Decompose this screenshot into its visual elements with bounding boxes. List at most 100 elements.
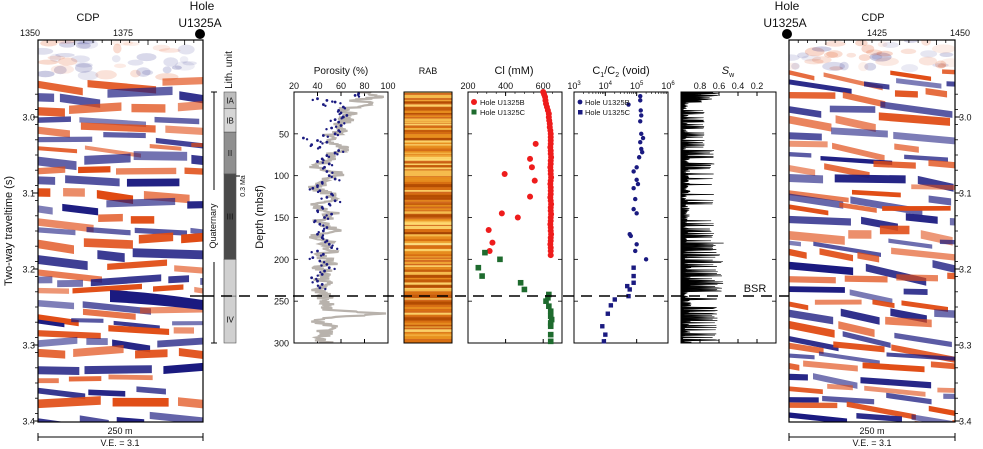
- seismic-reflector: [38, 366, 80, 375]
- seismic-right-xlabel: CDP: [861, 12, 884, 24]
- seismic-reflector: [38, 330, 101, 340]
- porosity-point: [330, 164, 334, 167]
- rab-band: [404, 163, 452, 166]
- seismic-reflector: [789, 276, 836, 284]
- seismic-noise: [141, 70, 154, 76]
- seismic-reflector: [789, 204, 829, 216]
- c1c2-point-u1325b: [631, 186, 636, 191]
- seismic-right-panel: CDP 1425 1450 Hole U1325A 3.03.13.23.33.…: [763, 0, 983, 448]
- seismic-noise: [797, 52, 809, 59]
- rab-band: [404, 200, 452, 202]
- lith-unit-label: IV: [226, 316, 234, 325]
- porosity-point: [309, 144, 312, 148]
- seismic-reflector: [63, 187, 85, 197]
- seismic-noise: [861, 44, 875, 54]
- porosity-point: [340, 117, 343, 120]
- seismic-reflector: [789, 248, 807, 259]
- rab-band: [404, 101, 452, 104]
- rab-band: [404, 104, 452, 107]
- chloride-tick-label: 200: [460, 81, 475, 91]
- seismic-reflector: [789, 286, 845, 293]
- rab-band: [404, 298, 452, 300]
- c1c2-point-u1325b: [638, 108, 643, 113]
- c1c2-tick-label: 104: [599, 81, 613, 91]
- sw-tick-label: 0.6: [713, 81, 726, 91]
- seismic-noise: [163, 57, 179, 67]
- hole-marker-right: [782, 29, 792, 39]
- porosity-point: [343, 107, 347, 110]
- seismic-reflector: [38, 205, 53, 215]
- seismic-reflector: [894, 332, 952, 348]
- seismic-reflector: [838, 321, 875, 338]
- seismic-reflector: [86, 226, 131, 236]
- seismic-noise: [75, 42, 91, 49]
- seismic-reflector: [133, 151, 188, 161]
- seismic-reflector: [890, 70, 932, 82]
- seismic-reflector: [131, 103, 166, 113]
- seismic-reflector: [827, 383, 853, 391]
- seismic-noise: [811, 46, 832, 52]
- seismic-reflector: [65, 175, 120, 187]
- seismic-noise: [824, 40, 846, 47]
- seismic-reflector: [959, 89, 983, 103]
- porosity-point: [318, 145, 322, 149]
- seismic-reflector: [38, 348, 66, 359]
- seismic-noise: [74, 63, 93, 73]
- seismic-reflector: [130, 216, 155, 224]
- seismic-noise: [822, 61, 845, 71]
- seismic-reflector: [200, 277, 203, 285]
- rab-band: [404, 236, 452, 240]
- porosity-point: [338, 130, 342, 133]
- hole-label-right: Hole: [775, 0, 800, 13]
- rab-band: [404, 170, 452, 174]
- seismic-reflector: [38, 239, 74, 254]
- seismic-bsr-reflector: [110, 290, 203, 310]
- porosity-point: [336, 247, 339, 251]
- rab-band: [404, 267, 452, 271]
- seismic-reflector: [942, 69, 955, 75]
- porosity-point: [310, 251, 313, 254]
- seismic-reflector: [38, 319, 65, 328]
- seismic-reflector: [946, 81, 955, 87]
- porosity-point: [316, 190, 320, 194]
- c1c2-point-u1325c: [608, 303, 614, 308]
- seismic-reflector: [789, 91, 836, 99]
- chloride-point-u1325b: [498, 210, 505, 217]
- seismic-reflector: [813, 241, 881, 257]
- rab-band: [404, 243, 452, 246]
- c1c2-tick-label: 105: [630, 81, 644, 91]
- rab-band: [404, 118, 452, 122]
- porosity-point: [326, 217, 330, 220]
- seismic-reflector: [789, 115, 832, 132]
- porosity-point: [324, 240, 327, 244]
- rab-band: [404, 96, 452, 99]
- rab-band: [404, 197, 452, 200]
- seismic-reflector: [38, 255, 88, 271]
- legend-label-c1-u1325b: Hole U1325B: [585, 98, 630, 107]
- rab-band: [404, 159, 452, 161]
- seismic-noise: [866, 49, 883, 56]
- seismic-reflector: [160, 429, 215, 443]
- c1c2-point-u1325b: [638, 140, 643, 145]
- porosity-point: [308, 257, 311, 261]
- seismic-reflector: [834, 174, 906, 184]
- seismic-reflector: [842, 91, 886, 108]
- rab-band: [404, 339, 452, 343]
- seismic-tick-label: 3.3: [22, 341, 35, 351]
- rab-band: [404, 152, 452, 154]
- rab-band: [404, 194, 452, 198]
- chloride-point-u1325c: [547, 323, 554, 330]
- seismic-noise: [152, 44, 171, 51]
- depth-tick-label: 250: [274, 297, 289, 307]
- c1c2-point-u1325b: [634, 177, 639, 183]
- seismic-noise: [162, 66, 172, 74]
- chloride-point-u1325b: [527, 155, 534, 162]
- rab-band: [404, 223, 452, 225]
- seismic-noise: [804, 58, 824, 65]
- seismic-reflector: [789, 261, 854, 276]
- seismic-reflector: [789, 397, 819, 403]
- porosity-point: [310, 276, 314, 280]
- porosity-point: [316, 185, 319, 189]
- seismic-reflector: [136, 386, 166, 395]
- chloride-point-u1325b: [489, 239, 496, 246]
